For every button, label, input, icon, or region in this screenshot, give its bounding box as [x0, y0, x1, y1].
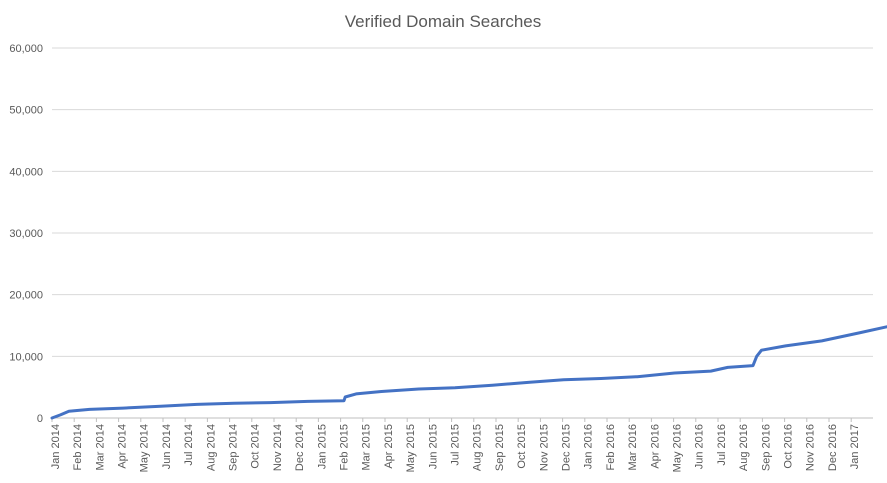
y-tick-label: 20,000: [9, 290, 43, 302]
x-tick-label: Jan 2015: [316, 424, 328, 469]
x-tick-label: Mar 2015: [361, 424, 373, 470]
x-tick-label: Oct 2016: [783, 424, 795, 469]
x-tick-label: Nov 2015: [538, 424, 550, 471]
x-tick-label: May 2015: [405, 424, 417, 472]
x-tick-label: Apr 2016: [649, 424, 661, 469]
y-tick-label: 30,000: [9, 228, 43, 240]
gridlines: [52, 47, 873, 357]
x-tick-label: Jan 2014: [50, 424, 62, 469]
series-line: [50, 325, 887, 420]
y-axis-ticks: 0 10,000 20,000 30,000 40,000 50,000 60,000: [9, 43, 43, 425]
x-tick-label: Oct 2014: [250, 424, 262, 469]
x-tick-label: Jan 2016: [583, 424, 595, 469]
x-tick-label: Nov 2016: [805, 424, 817, 471]
x-tick-label: Feb 2015: [339, 424, 351, 470]
y-tick-label: 10,000: [9, 351, 43, 363]
y-tick-label: 50,000: [9, 105, 43, 117]
x-tick-label: Jun 2016: [694, 424, 706, 469]
x-tick-label: Jun 2015: [427, 424, 439, 469]
x-tick-label: Nov 2014: [272, 424, 284, 471]
x-tick-label: Oct 2015: [516, 424, 528, 469]
x-tick-label: May 2014: [139, 424, 151, 472]
x-tick-label: Dec 2016: [827, 424, 839, 471]
x-tick-label: Apr 2014: [117, 424, 129, 469]
x-tick-label: Mar 2016: [627, 424, 639, 470]
x-axis-ticks: Jan 2014 Feb 2014 Mar 2014 Apr 2014 May 2014…: [50, 418, 861, 472]
x-tick-label: Sep 2015: [494, 424, 506, 471]
x-tick-label: Jul 2015: [450, 424, 462, 466]
x-tick-label: Feb 2014: [72, 424, 84, 470]
x-tick-label: Aug 2014: [205, 424, 217, 471]
x-tick-label: Mar 2014: [94, 424, 106, 470]
x-tick-label: May 2016: [672, 424, 684, 472]
x-tick-label: Jul 2014: [183, 424, 195, 466]
x-tick-label: Jun 2014: [161, 424, 173, 469]
y-tick-label: 60,000: [9, 43, 43, 55]
x-tick-label: Sep 2014: [228, 424, 240, 471]
x-tick-label: Jan 2017: [849, 424, 861, 469]
y-tick-label: 40,000: [9, 166, 43, 178]
x-tick-label: Aug 2016: [738, 424, 750, 471]
x-tick-label: Aug 2015: [472, 424, 484, 471]
y-tick-label: 0: [37, 413, 43, 425]
x-tick-label: Apr 2015: [383, 424, 395, 469]
x-tick-label: Feb 2016: [605, 424, 617, 470]
x-tick-label: Jul 2016: [716, 424, 728, 466]
chart-title: Verified Domain Searches: [345, 12, 542, 31]
x-tick-label: Sep 2016: [760, 424, 772, 471]
x-tick-label: Dec 2015: [561, 424, 573, 471]
x-tick-label: Dec 2014: [294, 424, 306, 471]
